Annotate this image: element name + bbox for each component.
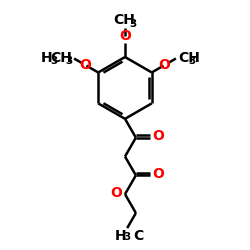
Text: O: O — [119, 29, 131, 43]
Text: H: H — [114, 229, 126, 243]
Text: H: H — [41, 52, 53, 66]
Text: 3: 3 — [188, 56, 196, 66]
Text: O: O — [153, 130, 164, 143]
Text: CH: CH — [114, 13, 136, 27]
Text: 3: 3 — [65, 56, 72, 66]
Text: C: C — [133, 229, 143, 243]
Text: O: O — [80, 58, 92, 72]
Text: CH: CH — [50, 52, 72, 66]
Text: O: O — [153, 167, 164, 181]
Text: O: O — [158, 58, 170, 72]
Text: CH: CH — [178, 52, 200, 66]
Text: O: O — [110, 186, 122, 200]
Text: 3: 3 — [123, 232, 130, 242]
Text: 3: 3 — [129, 18, 136, 28]
Text: 3: 3 — [50, 56, 57, 66]
